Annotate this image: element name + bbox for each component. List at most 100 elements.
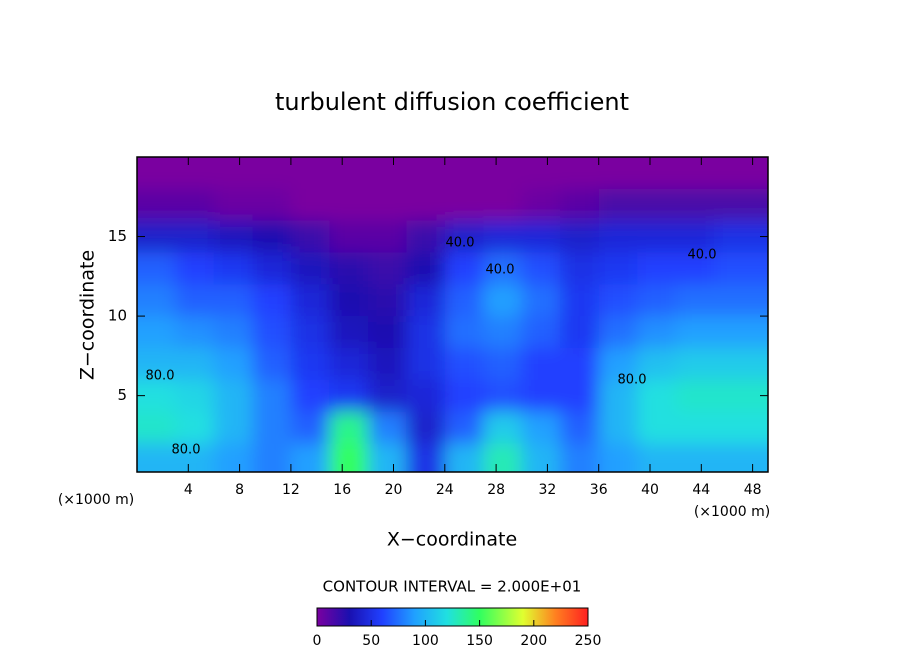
field-cells: [137, 157, 768, 472]
field-cell: [598, 188, 639, 222]
field-cell: [598, 347, 639, 381]
field-cell: [252, 284, 292, 318]
field-cell: [329, 347, 369, 381]
field-cell: [521, 220, 562, 254]
field-cell: [213, 157, 254, 190]
field-cell: [598, 220, 639, 254]
field-cell: [252, 220, 292, 254]
contour-label: 40.0: [688, 248, 717, 263]
field-cell: [637, 379, 677, 413]
field-cell: [637, 220, 677, 254]
field-cell: [444, 379, 485, 413]
contour-label: 40.0: [446, 236, 475, 251]
field-cell: [329, 411, 369, 445]
field-cell: [329, 157, 369, 190]
x-tick-label: 24: [436, 482, 454, 498]
x-tick-label: 16: [333, 482, 351, 498]
field-cell: [637, 284, 677, 318]
field-cell: [290, 379, 331, 413]
field-cell: [714, 443, 768, 472]
field-cell: [290, 284, 331, 318]
field-cell: [252, 443, 292, 472]
field-cell: [252, 316, 292, 349]
field-cell: [290, 220, 331, 254]
field-cell: [637, 347, 677, 381]
field-cell: [521, 284, 562, 318]
field-cell: [329, 284, 369, 318]
x-tick-label: 28: [487, 482, 505, 498]
field-cell: [175, 443, 215, 472]
colorbar-tick-label: 0: [313, 633, 322, 649]
x-tick-label: 32: [538, 482, 556, 498]
field-cell: [213, 379, 254, 413]
field-cell: [406, 443, 446, 472]
field-cell: [483, 411, 523, 445]
field-cell: [137, 157, 177, 190]
field-cell: [560, 347, 600, 381]
field-cell: [290, 316, 331, 349]
field-cell: [675, 252, 716, 286]
field-cell: [406, 347, 446, 381]
field-cell: [406, 157, 446, 190]
field-cell: [598, 316, 639, 349]
field-cell: [714, 411, 768, 445]
field-cell: [598, 157, 639, 190]
x-tick-label: 44: [692, 482, 710, 498]
field-cell: [521, 411, 562, 445]
field-cell: [175, 284, 215, 318]
field-cell: [675, 411, 716, 445]
field-cell: [175, 252, 215, 286]
contour-caption: CONTOUR INTERVAL = 2.000E+01: [323, 578, 582, 596]
x-tick-label: 8: [235, 482, 244, 498]
field-cell: [175, 157, 215, 190]
x-tick-label: 20: [385, 482, 403, 498]
field-cell: [714, 379, 768, 413]
field-cell: [213, 443, 254, 472]
field-cell: [367, 188, 408, 222]
colorbar-tick-label: 200: [520, 633, 547, 649]
field-cell: [175, 379, 215, 413]
colorbar-tick-label: 150: [466, 633, 493, 649]
field-cell: [406, 220, 446, 254]
contour-label: 80.0: [172, 443, 201, 458]
field-cell: [483, 379, 523, 413]
field-cell: [290, 411, 331, 445]
field-cell: [637, 188, 677, 222]
field-cell: [213, 284, 254, 318]
field-cell: [175, 316, 215, 349]
field-cell: [637, 252, 677, 286]
field-cell: [560, 379, 600, 413]
field-cell: [406, 284, 446, 318]
field-cell: [675, 188, 716, 222]
field-cell: [483, 220, 523, 254]
field-cell: [137, 347, 177, 381]
x-tick-label: 36: [590, 482, 608, 498]
field-cell: [213, 188, 254, 222]
field-cell: [714, 252, 768, 286]
field-cell: [329, 220, 369, 254]
colorbar-tick-label: 50: [362, 633, 380, 649]
contour-label: 80.0: [146, 369, 175, 384]
field-cell: [521, 379, 562, 413]
field-cell: [560, 220, 600, 254]
colorbar-tick-label: 250: [575, 633, 602, 649]
field-cell: [560, 188, 600, 222]
field-cell: [290, 188, 331, 222]
field-cell: [137, 316, 177, 349]
field-cell: [444, 316, 485, 349]
field-cell: [444, 347, 485, 381]
field-cell: [444, 188, 485, 222]
field-cell: [367, 347, 408, 381]
field-cell: [290, 443, 331, 472]
field-cell: [290, 157, 331, 190]
x-tick-label: 4: [184, 482, 193, 498]
field-cell: [406, 411, 446, 445]
field-cell: [367, 411, 408, 445]
field-cell: [367, 284, 408, 318]
field-cell: [444, 252, 485, 286]
field-cell: [675, 220, 716, 254]
y-unit-label: (×1000 m): [58, 492, 134, 508]
field-cell: [483, 316, 523, 349]
field-cell: [560, 411, 600, 445]
